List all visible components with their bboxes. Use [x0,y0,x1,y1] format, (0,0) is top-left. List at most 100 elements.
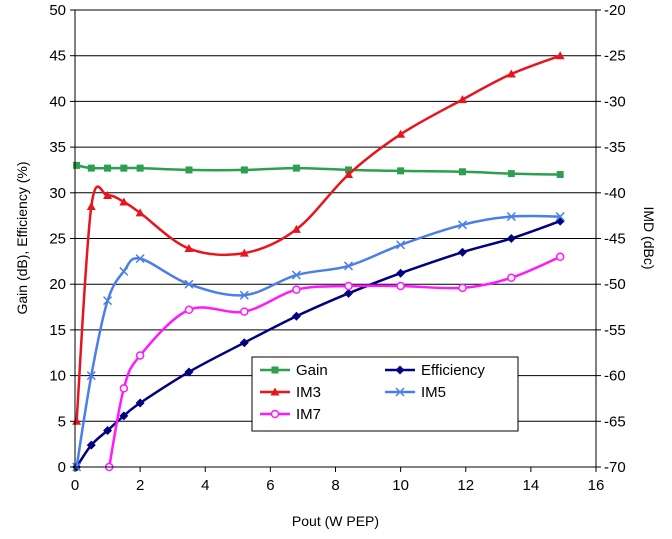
gain-point [345,166,353,174]
im5-point [291,270,301,280]
im7-point [555,252,565,262]
x-tick-label: 12 [457,477,474,494]
im3-line [75,54,561,422]
series-im5 [72,212,565,472]
series-layer [72,51,565,472]
y-tick-label: 25 [49,231,66,248]
y2-tick-label: -30 [604,93,626,110]
y-axis-title: Gain (dB), Efficiency (%) [14,161,30,314]
series-gain [73,161,564,179]
gain-point [556,171,564,179]
im3-point [457,95,467,104]
legend-label: IM5 [421,384,446,401]
y-tick-label: 30 [49,185,66,202]
y2-tick-label: -40 [604,185,626,202]
gain-point [120,164,128,172]
x-tick-label: 2 [136,477,144,494]
series-efficiency [72,216,565,472]
gain-point [458,168,466,176]
legend: Gain Efficiency IM3 IM5 IM7 [251,356,519,432]
im3-point [344,170,354,179]
y-tick-label: 40 [49,93,66,110]
y2-tick-label: -25 [604,48,626,65]
x-tick-label: 16 [588,477,605,494]
gain-point [507,170,515,178]
im3-point [555,51,565,60]
x-tick-label: 8 [331,477,339,494]
efficiency-point [86,440,96,450]
legend-item-im7: IM7 [260,406,321,423]
efficiency-point [119,411,129,421]
efficiency-point [396,268,406,278]
x-tick-label: 0 [71,477,79,494]
im7-point [396,281,405,291]
gain-point [397,167,405,175]
gain-point [104,164,112,172]
legend-marker [395,387,405,397]
im5-point [103,296,113,306]
legend-marker [270,387,280,396]
im3-point [239,248,249,257]
im5-point [457,220,468,230]
x-axis-title: Pout (W PEP) [292,513,379,529]
im7-point [240,307,249,316]
y-tick-label: 0 [58,459,66,476]
im5-point [396,240,406,250]
y-tick-label: 35 [49,139,66,156]
tick-labels: 05101520253035404550-70-65-60-55-50-45-4… [49,2,625,494]
im3-point [396,129,406,138]
legend-label: IM3 [296,384,321,401]
legend-label: Gain [296,362,328,379]
im7-point [507,273,516,283]
im3-point [291,224,301,233]
im3-point [184,244,194,253]
im7-point [344,281,353,291]
efficiency-point [291,311,301,321]
im3-point [135,208,145,217]
y2-tick-label: -50 [604,276,626,293]
x-tick-label: 10 [392,477,409,494]
im7-point [119,384,129,393]
im5-point [506,212,516,222]
legend-item-im5: IM5 [385,384,446,401]
im5-point [343,261,354,271]
im7-point [184,305,194,315]
im3-point [72,416,82,425]
im7-point [458,283,467,293]
im5-point [86,371,96,381]
gain-point [136,164,144,172]
plot-frame [74,9,597,468]
efficiency-point [184,367,194,377]
im5-point [135,254,145,264]
x-tick-label: 4 [201,477,209,494]
im3-point [506,69,516,78]
y-tick-label: 45 [49,48,66,65]
legend-marker [270,409,280,419]
im7-point [292,285,301,294]
im7-point [135,351,145,360]
im3-point [103,191,113,200]
legend-marker [395,365,405,375]
y2-tick-label: -60 [604,368,626,385]
im3-point [86,202,96,211]
legend-label: IM7 [296,406,321,423]
legend-item-gain: Gain [260,362,328,379]
y-tick-label: 20 [49,276,66,293]
efficiency-point [239,338,249,348]
y2-tick-label: -35 [604,139,626,156]
legend-item-im3: IM3 [260,384,321,401]
efficiency-point [506,234,516,243]
y2-axis-title: IMD (dBc) [641,207,657,270]
legend-marker [271,366,279,374]
gain-point [87,164,95,172]
gain-point [292,164,300,172]
gain-point [73,161,81,169]
y-tick-label: 10 [49,368,66,385]
im5-point [239,290,249,300]
y2-tick-label: -55 [604,322,626,339]
y2-tick-label: -20 [604,2,626,19]
axes [70,9,601,472]
y2-tick-label: -45 [604,231,626,248]
im5-point [555,212,565,222]
